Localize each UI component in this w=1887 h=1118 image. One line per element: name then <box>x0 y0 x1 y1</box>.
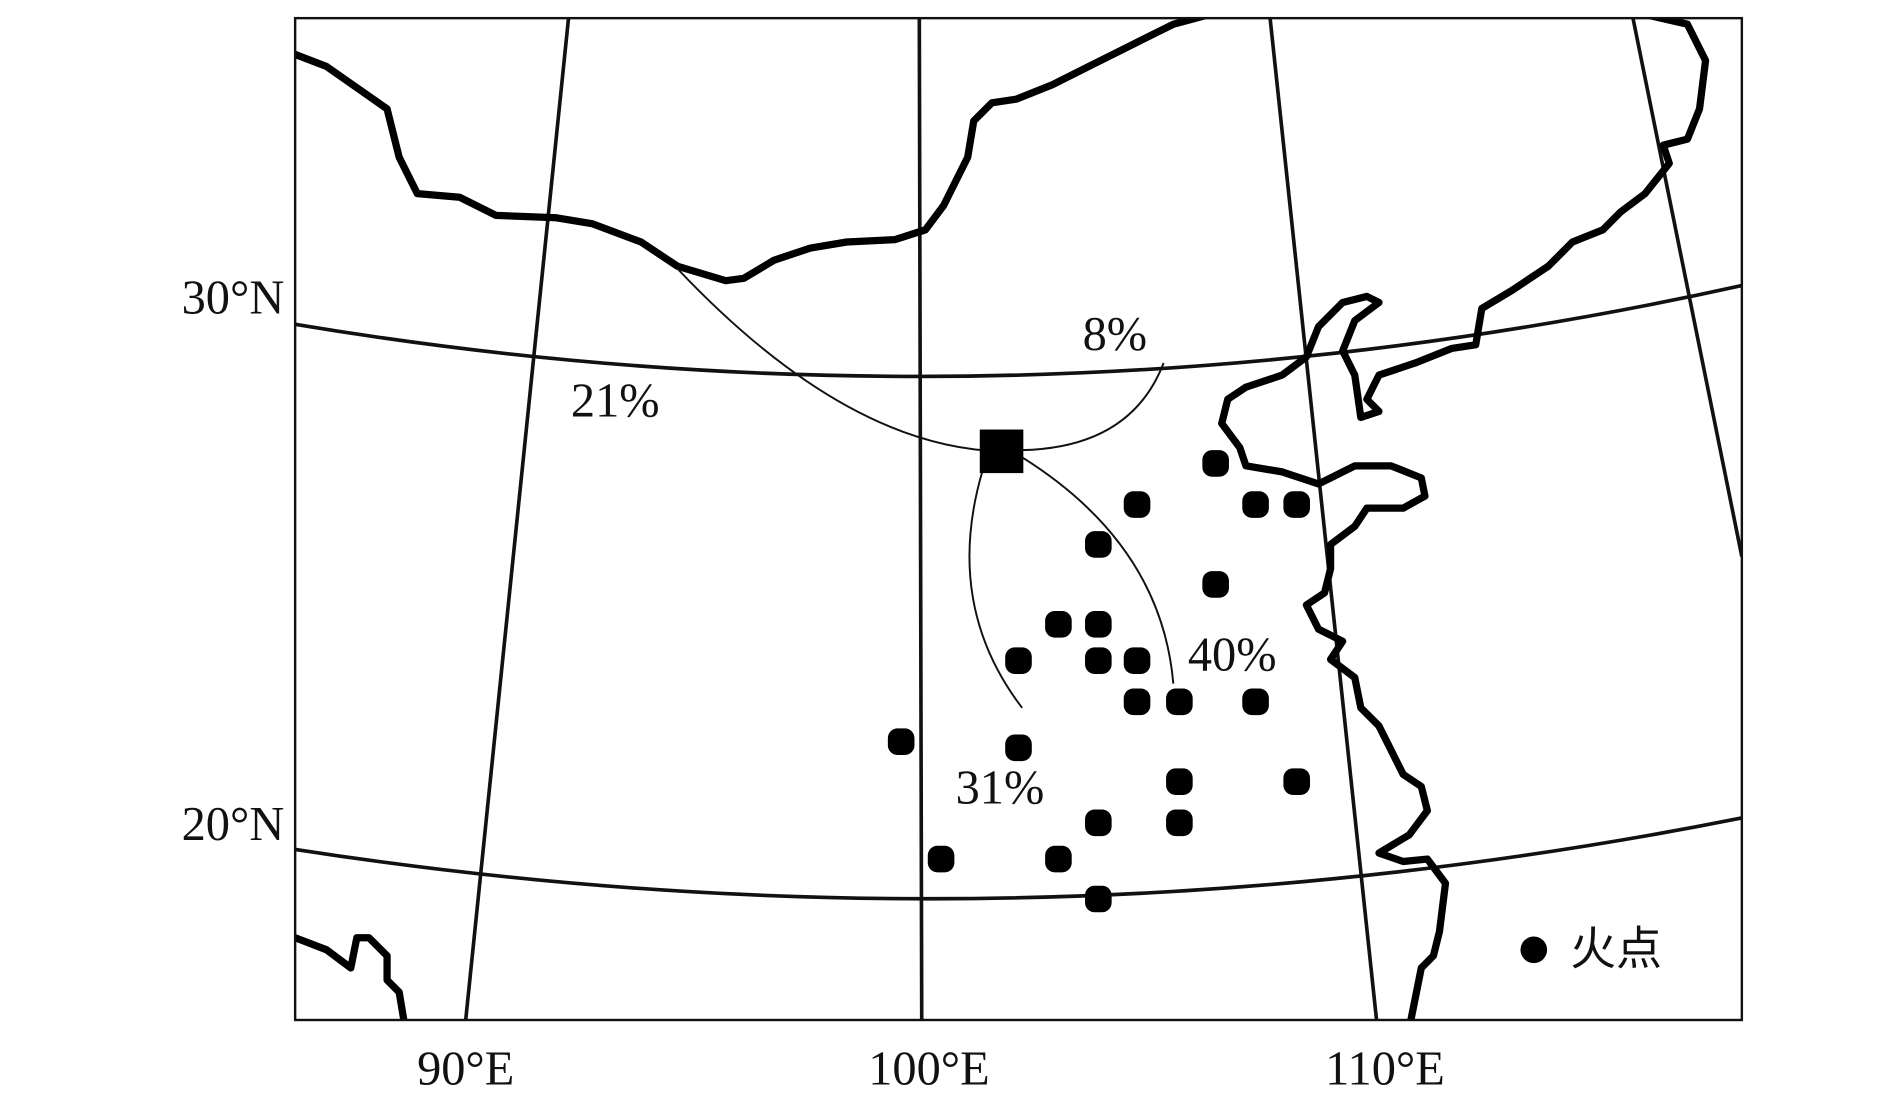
fire-point <box>1123 491 1151 518</box>
meridian-100e <box>917 18 924 1020</box>
fire-point <box>1085 531 1112 558</box>
longitude-label: 110°E <box>1325 1042 1445 1095</box>
fire-point <box>1085 611 1112 638</box>
map-body <box>295 18 1742 1020</box>
meridian-110e <box>1268 18 1379 1020</box>
flow-path <box>968 471 1023 709</box>
border-southwest <box>295 934 408 1020</box>
meridian-120e <box>1631 18 1742 557</box>
fire-point <box>1085 809 1112 837</box>
fire-point <box>927 845 955 873</box>
legend-marker <box>1520 936 1548 964</box>
fire-point <box>887 728 915 756</box>
parallel-20n <box>295 816 1742 901</box>
meridian-90e <box>463 18 571 1020</box>
parallel-30n <box>295 283 1742 379</box>
fire-point <box>1166 768 1193 795</box>
flow-path <box>1021 456 1175 684</box>
flow-path <box>1022 362 1165 452</box>
flow-label: 21% <box>571 374 660 427</box>
fire-point <box>1166 688 1193 716</box>
flow-label: 40% <box>1188 629 1277 682</box>
fire-point <box>1202 571 1229 598</box>
longitude-label: 100°E <box>868 1042 989 1095</box>
fire-point <box>1085 885 1112 913</box>
fire-points <box>887 450 1311 913</box>
border-north <box>295 18 1211 285</box>
fire-point <box>1283 491 1311 518</box>
fire-point <box>1085 647 1112 674</box>
fire-point <box>1045 845 1072 873</box>
source-site <box>979 429 1024 474</box>
fire-point <box>1123 647 1151 674</box>
coastline <box>1218 18 1710 1020</box>
longitude-label: 90°E <box>417 1042 514 1095</box>
fire-point <box>1166 809 1193 837</box>
fire-point <box>1242 491 1269 518</box>
legend-label: 火点 <box>1570 922 1662 976</box>
fire-point <box>1242 688 1269 716</box>
flow-label: 31% <box>956 762 1045 815</box>
fire-point <box>1005 647 1032 674</box>
map-frame <box>293 16 1744 1022</box>
latitude-label: 20°N <box>182 798 285 851</box>
fire-point <box>1283 768 1311 795</box>
latitude-label: 30°N <box>182 272 285 325</box>
fire-point <box>1005 734 1032 762</box>
fire-point <box>1123 688 1151 716</box>
fire-point <box>1202 450 1229 477</box>
flow-path <box>676 267 1002 453</box>
flow-label: 8% <box>1083 308 1147 361</box>
fire-point <box>1045 611 1072 638</box>
